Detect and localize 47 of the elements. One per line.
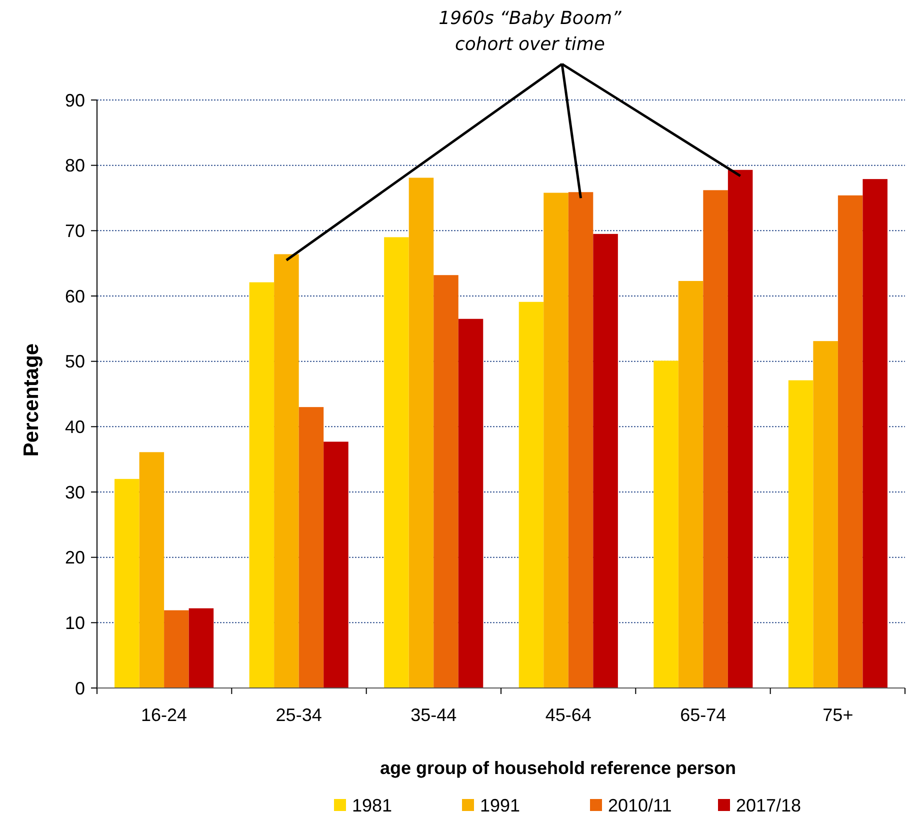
bar	[568, 192, 594, 688]
bar	[458, 318, 484, 688]
legend-label: 1981	[352, 795, 392, 816]
bar	[434, 275, 458, 688]
x-tick-label: 75+	[822, 705, 854, 725]
y-tick-label: 10	[64, 612, 85, 633]
bar	[188, 608, 214, 688]
y-tick-label: 40	[64, 416, 85, 437]
bar	[324, 442, 348, 688]
bar	[544, 192, 568, 688]
y-axis-title: Percentage	[20, 343, 43, 457]
x-tick-label: 16-24	[141, 705, 188, 725]
text: 1960s “Baby Boom” cohort over time	[438, 8, 622, 55]
x-tick-label: 45-64	[545, 705, 592, 725]
bar	[518, 302, 544, 688]
bar	[249, 282, 274, 688]
legend-label: 1991	[480, 795, 520, 816]
bar	[813, 341, 838, 688]
bar	[654, 360, 678, 688]
legend-label: 2017/18	[736, 795, 802, 816]
x-axis-title: age group of household reference person	[380, 758, 736, 778]
legend-label: 2010/11	[608, 795, 672, 816]
y-tick-label: 70	[64, 220, 85, 241]
y-tick-label: 90	[64, 90, 85, 110]
bar	[164, 610, 189, 688]
bar	[728, 170, 753, 688]
y-tick-label: 0	[74, 678, 85, 698]
bar	[274, 254, 299, 688]
bar	[862, 179, 888, 688]
bar	[593, 234, 618, 688]
y-tick-label: 80	[64, 156, 85, 176]
bar	[139, 452, 164, 688]
bar	[678, 280, 704, 688]
y-tick-label: 20	[64, 548, 85, 568]
x-tick-label: 35-44	[410, 705, 457, 725]
y-tick-label: 60	[64, 286, 85, 306]
x-tick-label: 65-74	[680, 705, 726, 725]
bar	[298, 407, 324, 688]
bar	[703, 190, 728, 688]
bar	[408, 178, 434, 688]
bar	[384, 237, 409, 688]
y-tick-label: 30	[64, 482, 85, 502]
x-tick-label: 25-34	[276, 705, 322, 725]
bar	[114, 478, 140, 688]
bar	[838, 195, 863, 688]
y-tick-label: 50	[64, 352, 85, 372]
bar	[788, 380, 814, 688]
